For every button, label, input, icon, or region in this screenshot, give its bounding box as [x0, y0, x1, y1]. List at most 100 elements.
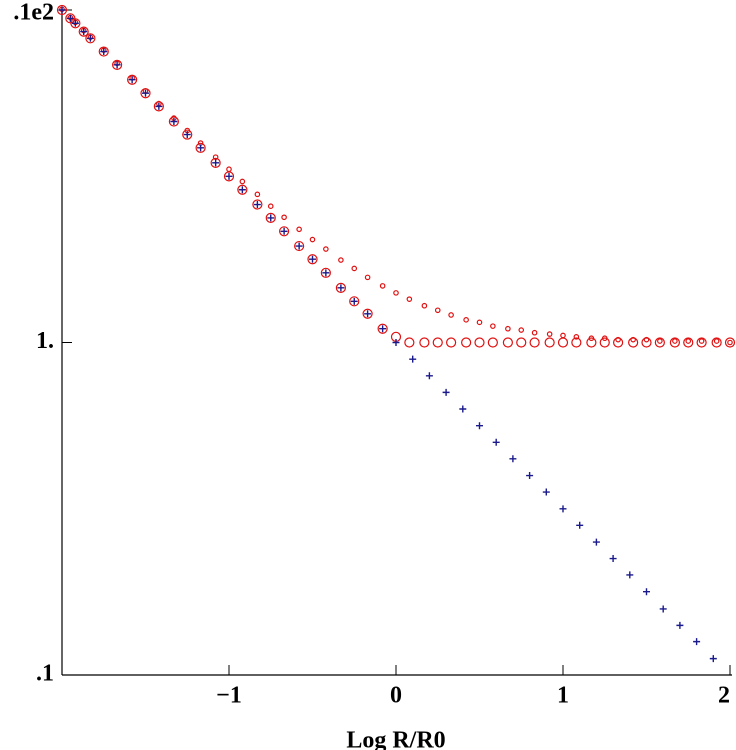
point [364, 274, 371, 281]
point [526, 472, 534, 480]
point [393, 290, 399, 296]
point [280, 227, 288, 235]
point [320, 267, 331, 278]
point [70, 18, 81, 29]
point [379, 283, 386, 289]
point [295, 242, 303, 250]
point [599, 337, 610, 348]
point [727, 339, 733, 346]
point [573, 334, 580, 340]
point [571, 337, 582, 348]
point [296, 226, 302, 233]
point [557, 337, 569, 348]
point [641, 337, 652, 348]
point [592, 538, 600, 546]
x-tick-label: −1 [216, 683, 242, 709]
point [544, 337, 555, 348]
point [142, 89, 149, 97]
point [337, 284, 345, 292]
point [267, 203, 274, 209]
point [626, 571, 634, 579]
point [586, 337, 597, 348]
point [474, 337, 485, 348]
point [459, 405, 467, 413]
point [502, 337, 513, 348]
point [669, 337, 680, 348]
point [425, 372, 433, 380]
point [309, 236, 316, 243]
point [654, 337, 665, 348]
point [672, 338, 678, 344]
point [182, 129, 193, 140]
point [338, 257, 344, 263]
point [197, 144, 205, 152]
point [323, 246, 329, 252]
point [279, 226, 290, 237]
point [463, 317, 469, 323]
point [239, 178, 246, 185]
point [58, 6, 66, 14]
point [226, 166, 232, 173]
point [335, 282, 346, 293]
x-tick-label: 0 [390, 683, 402, 709]
point [253, 201, 261, 209]
point [421, 302, 428, 309]
point [711, 337, 722, 348]
point [78, 26, 89, 37]
x-tick-label: 1 [557, 683, 569, 709]
point [560, 332, 566, 339]
point [379, 325, 387, 333]
point [609, 555, 617, 563]
point [349, 296, 360, 307]
point [392, 339, 400, 346]
point [252, 199, 263, 210]
point [713, 338, 720, 344]
point [56, 4, 68, 16]
y-tick-label: .1e2 [13, 0, 54, 26]
point [518, 327, 525, 333]
point [409, 355, 417, 363]
point [294, 240, 305, 252]
point [531, 329, 538, 336]
point [546, 331, 553, 337]
point [628, 337, 639, 348]
point [685, 338, 692, 344]
point [446, 337, 457, 348]
point [576, 521, 584, 529]
point [100, 48, 108, 56]
point [630, 336, 636, 343]
point [432, 337, 443, 348]
point [419, 337, 430, 348]
point [254, 191, 261, 198]
point [113, 61, 121, 69]
point [66, 14, 74, 22]
point [683, 337, 694, 348]
x-tick-label: 2 [718, 683, 730, 709]
point [643, 336, 650, 343]
point [529, 337, 540, 348]
point [307, 254, 318, 265]
point [128, 76, 136, 84]
point [434, 307, 441, 314]
point [210, 157, 221, 168]
point [350, 297, 358, 305]
point [613, 337, 624, 348]
point [615, 336, 621, 343]
point [80, 28, 88, 36]
point [505, 325, 511, 332]
point [643, 588, 650, 596]
point [85, 33, 96, 44]
point [212, 154, 219, 160]
point [112, 59, 123, 70]
point [492, 438, 500, 446]
point [676, 621, 684, 629]
point [155, 102, 163, 110]
point [309, 255, 316, 263]
point [542, 488, 550, 496]
point [98, 46, 109, 57]
point [588, 335, 595, 342]
point [86, 34, 94, 42]
point [698, 338, 705, 344]
point [487, 337, 498, 348]
